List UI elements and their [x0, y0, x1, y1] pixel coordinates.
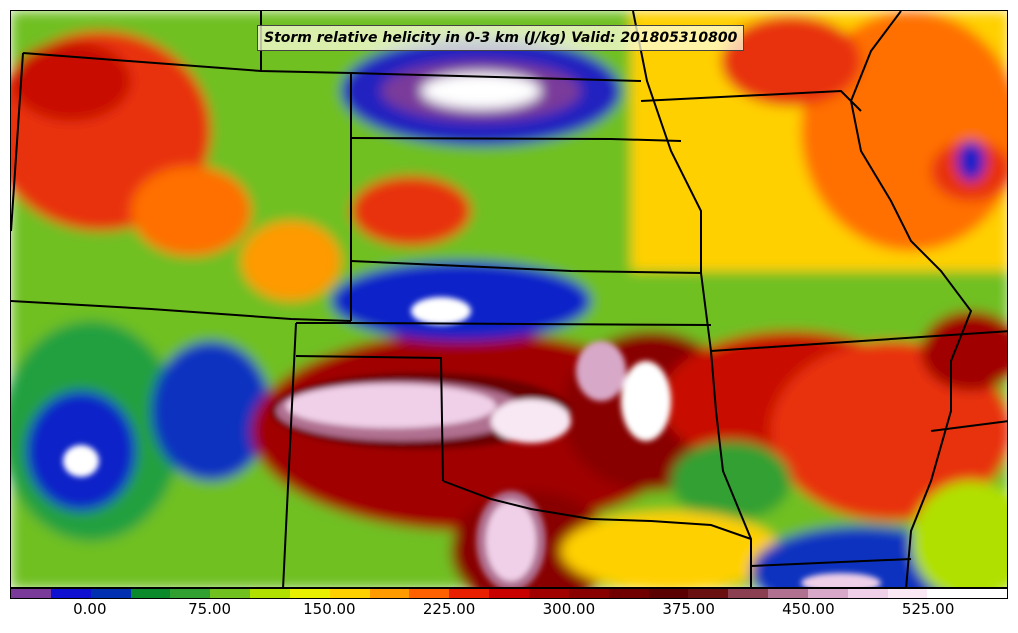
- colorbar-tick-label: 75.00: [188, 600, 232, 618]
- colorbar-tick-labels: 0.00 75.00 150.00 225.00 300.00 375.00 450.00 5…: [10, 600, 1008, 630]
- colorbar-segment: [768, 589, 808, 598]
- colorbar-segment: [11, 589, 51, 598]
- map-panel: Storm relative helicity in 0-3 km (J/kg)…: [10, 10, 1008, 588]
- colorbar-segment: [847, 589, 888, 598]
- colorbar-segment: [409, 589, 450, 598]
- colorbar-segment: [967, 589, 1008, 598]
- colorbar-segment: [887, 589, 928, 598]
- colorbar-segment: [210, 589, 251, 598]
- colorbar-segment: [608, 589, 649, 598]
- colorbar-tick-label: 450.00: [782, 600, 835, 618]
- field-layer: [11, 11, 1007, 587]
- colorbar: [10, 588, 1008, 599]
- colorbar-segment: [807, 589, 848, 598]
- colorbar-tick-label: 525.00: [901, 600, 955, 618]
- colorbar-tick-label: 375.00: [662, 600, 715, 618]
- colorbar-segment: [289, 589, 330, 598]
- colorbar-tick-label: 0.00: [73, 600, 107, 618]
- colorbar-segment: [369, 589, 410, 598]
- colorbar-segment: [130, 589, 171, 598]
- state-boundaries: [11, 11, 1007, 587]
- helicity-field-map: [11, 11, 1007, 587]
- colorbar-segment: [927, 589, 968, 598]
- colorbar-segment: [489, 589, 529, 598]
- colorbar-segment: [449, 589, 490, 598]
- colorbar-segment: [648, 589, 689, 598]
- colorbar-segment: [50, 589, 91, 598]
- colorbar-segment: [170, 589, 211, 598]
- colorbar-segment: [250, 589, 290, 598]
- colorbar-segment: [688, 589, 729, 598]
- colorbar-segment: [728, 589, 769, 598]
- high-helicity-cores: [63, 297, 881, 587]
- map-title: Storm relative helicity in 0-3 km (J/kg)…: [257, 25, 745, 51]
- colorbar-tick-label: 150.00: [303, 600, 356, 618]
- colorbar-segment: [528, 589, 569, 598]
- colorbar-segment: [329, 589, 370, 598]
- colorbar-segment: [568, 589, 609, 598]
- colorbar-segment: [90, 589, 131, 598]
- colorbar-tick-label: 300.00: [542, 600, 596, 618]
- colorbar-tick-label: 225.00: [422, 600, 476, 618]
